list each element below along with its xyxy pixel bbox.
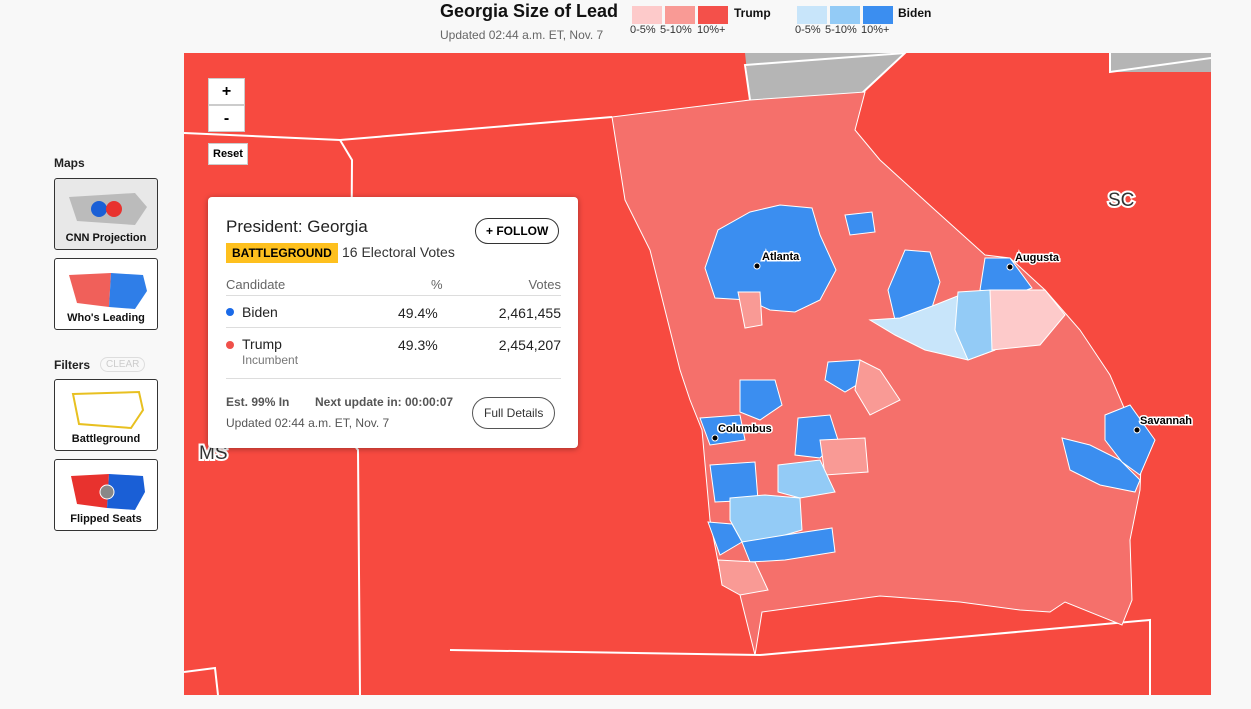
clear-button[interactable]: CLEAR [100, 357, 146, 372]
legend-name: Trump [734, 6, 771, 20]
popup-updated: Updated 02:44 a.m. ET, Nov. 7 [226, 416, 390, 430]
map-option[interactable]: CNN Projection [54, 178, 158, 250]
filter-option[interactable]: Battleground [54, 379, 158, 451]
legend-name: Biden [898, 6, 932, 20]
electoral-votes: 16 Electoral Votes [342, 244, 455, 260]
follow-button[interactable]: + FOLLOW [475, 218, 560, 244]
zoom-in[interactable]: + [208, 78, 245, 105]
label: CNN Projection [65, 232, 147, 244]
icon [69, 273, 147, 309]
votes: 2,454,207 [498, 337, 561, 353]
icon [71, 474, 145, 510]
est-in: Est. 99% In [226, 395, 290, 409]
race-popup: President: Georgia + FOLLOW BATTLEGROUND… [208, 197, 578, 448]
legend-swatch [797, 6, 827, 24]
legend-bin: 5-10% [660, 24, 692, 36]
pct: 49.4% [398, 305, 438, 321]
badge: BATTLEGROUND [226, 243, 338, 263]
filters-heading: Filters [54, 358, 91, 372]
candidate: Biden [242, 304, 278, 320]
legend-bin: 0-5% [630, 24, 656, 36]
legend-bin: 5-10% [825, 24, 857, 36]
divider [226, 295, 561, 296]
legend-bin: 0-5% [795, 24, 821, 36]
next-update: Next update in: 00:00:07 [315, 395, 454, 409]
party-dot [226, 341, 234, 349]
city-label: Augusta [1015, 252, 1060, 264]
zoom-out[interactable]: - [208, 105, 245, 132]
legend-swatch [830, 6, 860, 24]
updated: Updated 02:44 a.m. ET, Nov. 7 [440, 28, 604, 42]
label: Flipped Seats [70, 513, 142, 525]
state-label: SC [1108, 190, 1134, 211]
icon [71, 390, 145, 430]
label: Battleground [71, 433, 141, 445]
title: Georgia Size of Lead [440, 1, 619, 21]
map: Atlanta Augusta Columbus Savannah SC MS [184, 53, 1211, 695]
legend-bin: 10%+ [861, 24, 890, 36]
filter-option[interactable]: Flipped Seats [54, 459, 158, 531]
map-option[interactable]: Who's Leading [54, 258, 158, 330]
legend-swatch [698, 6, 728, 24]
maps-heading: Maps [54, 156, 85, 170]
col-header: % [431, 277, 443, 292]
col-header: Votes [528, 277, 561, 292]
city-label: Atlanta [762, 251, 800, 263]
legend-swatch [665, 6, 695, 24]
legend-swatch [632, 6, 662, 24]
reset-button[interactable]: Reset [208, 143, 248, 165]
party-dot [226, 308, 234, 316]
city-label: Columbus [718, 423, 772, 435]
label: Who's Leading [67, 312, 145, 324]
divider [226, 327, 561, 328]
legend-swatch [863, 6, 893, 24]
details-button[interactable]: Full Details [472, 397, 556, 429]
city-label: Savannah [1140, 415, 1192, 427]
icon [69, 193, 147, 225]
votes: 2,461,455 [498, 305, 561, 321]
divider [226, 378, 561, 379]
pct: 49.3% [398, 337, 438, 353]
col-header: Candidate [226, 277, 286, 292]
candidate: Trump [242, 336, 282, 352]
legend-bin: 10%+ [697, 24, 726, 36]
popup-title: President: Georgia [226, 217, 368, 236]
incumbent: Incumbent [242, 353, 299, 367]
